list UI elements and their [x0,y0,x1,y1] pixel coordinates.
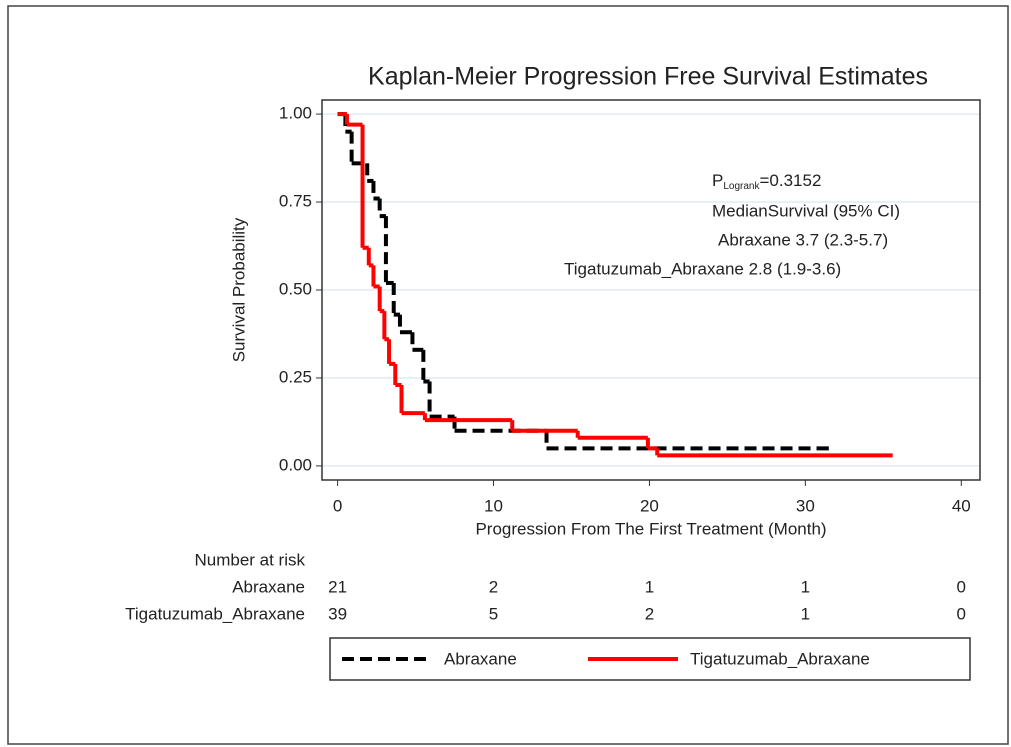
p-part: =0.3152 [759,171,821,190]
risk-count: 1 [801,577,810,596]
p-part: Logrank [723,181,760,192]
p-part: P [712,171,723,190]
risk-count: 2 [489,577,498,596]
y-tick-label: 0.75 [279,192,312,211]
y-tick-label: 0.50 [279,279,312,298]
survival-curve [337,112,893,458]
chart-title: Kaplan-Meier Progression Free Survival E… [368,63,928,91]
legend-label: Abraxane [444,649,517,668]
risk-count: 21 [328,577,347,596]
legend-label: Tigatuzumab_Abraxane [690,649,870,668]
plot-border [321,99,981,481]
risk-row-label: Tigatuzumab_Abraxane [125,604,305,623]
p-value: PLogrank=0.3152 [712,171,821,191]
annotation-line: Tigatuzumab_Abraxane 2.8 (1.9-3.6) [564,259,841,278]
x-tick-label: 0 [333,496,342,515]
y-axis-label: Survival Probability [229,217,248,362]
risk-count: 0 [957,604,966,623]
risk-title: Number at risk [194,550,305,569]
risk-count: 1 [645,577,654,596]
y-tick-label: 0.25 [279,367,312,386]
x-tick-label: 10 [484,496,503,515]
risk-count: 2 [645,604,654,623]
risk-row-label: Abraxane [232,577,305,596]
x-tick-label: 30 [796,496,815,515]
x-tick-label: 20 [640,496,659,515]
y-tick-label: 1.00 [279,104,312,123]
risk-count: 5 [489,604,498,623]
x-tick-label: 40 [952,496,971,515]
risk-count: 39 [328,604,347,623]
risk-count: 1 [801,604,810,623]
annotation-line: MedianSurvival (95% CI) [712,201,900,220]
annotation-line: Abraxane 3.7 (2.3-5.7) [718,230,888,249]
y-tick-label: 0.00 [279,455,312,474]
risk-count: 0 [957,577,966,596]
x-axis-label: Progression From The First Treatment (Mo… [475,519,826,538]
